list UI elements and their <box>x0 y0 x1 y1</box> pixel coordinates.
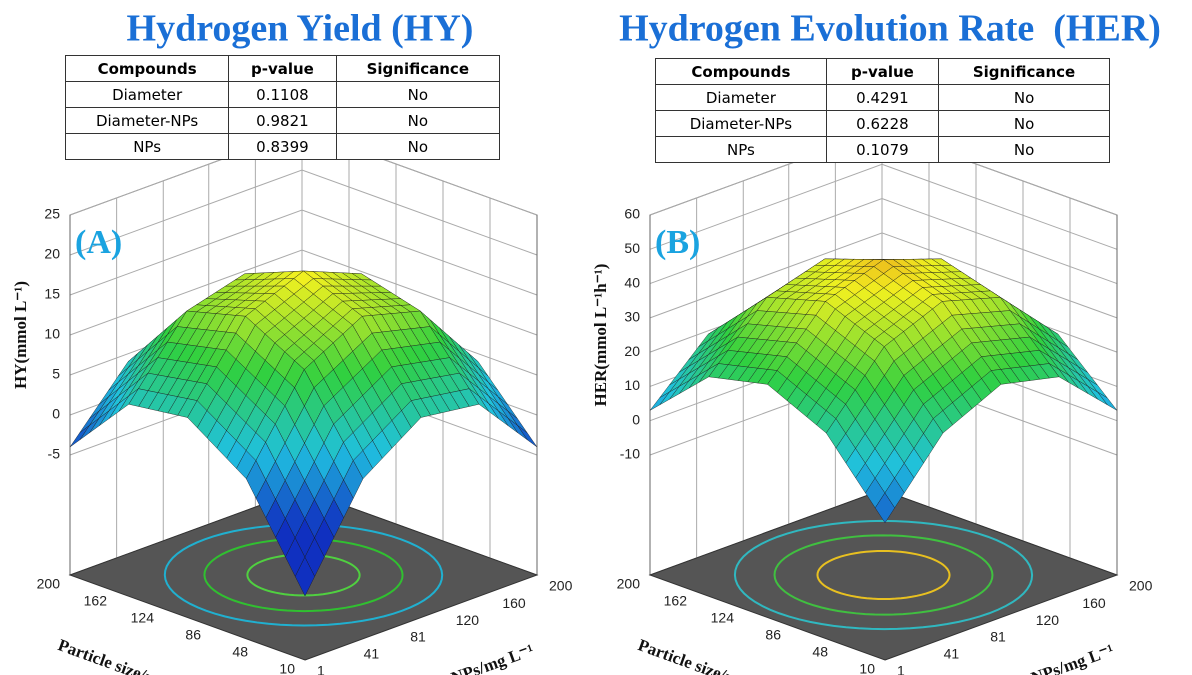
table-cell: Diameter <box>655 84 827 111</box>
table-cell: Diameter-NPs <box>64 107 230 134</box>
significance-table: Compounds p-value Significance Diameter 0.42… <box>655 58 1110 163</box>
z-tick-label: 10 <box>624 377 640 393</box>
z-axis-label: HER(mmol L⁻¹h⁻¹) <box>591 264 610 407</box>
table-cell: 0.8399 <box>228 133 337 160</box>
x-axis-label: NPs/mg L⁻¹ <box>449 640 537 675</box>
z-tick-label: 25 <box>44 206 60 222</box>
table-row: Diameter 0.1108 No <box>64 81 501 108</box>
table-cell: NPs <box>655 136 827 163</box>
table-cell: Diameter <box>64 81 230 108</box>
table-cell: 0.1108 <box>228 81 337 108</box>
table-cell: 0.9821 <box>228 107 337 134</box>
z-tick-label: 5 <box>52 366 60 382</box>
z-axis-label: HY(mmol L⁻¹) <box>11 281 30 389</box>
panel-label: (A) <box>75 224 122 261</box>
y-tick-label: 162 <box>84 593 108 609</box>
table-cell: Compounds <box>64 55 230 82</box>
z-tick-label: 30 <box>624 309 640 325</box>
y-tick-label: 48 <box>232 644 248 660</box>
table-cell: p-value <box>825 58 940 85</box>
x-tick-label: 120 <box>456 612 480 628</box>
x-tick-label: 41 <box>944 646 960 662</box>
table-cell: p-value <box>228 55 337 82</box>
y-tick-label: 86 <box>765 627 781 643</box>
contour <box>816 549 951 601</box>
table-cell: Compounds <box>655 58 827 85</box>
table-cell: Significance <box>335 55 501 82</box>
table-cell: 0.4291 <box>825 84 940 111</box>
significance-table: Compounds p-value Significance Diameter 0.11… <box>64 55 501 160</box>
y-tick-label: 200 <box>37 576 61 592</box>
table-cell: Diameter-NPs <box>655 110 827 137</box>
table-cell: NPs <box>64 133 230 160</box>
contour <box>773 534 994 616</box>
table-cell: 0.6228 <box>825 110 940 137</box>
x-tick-label: 1 <box>317 663 325 675</box>
y-tick-label: 86 <box>185 627 201 643</box>
x-tick-label: 41 <box>364 646 380 662</box>
table-cell: 0.1079 <box>825 136 940 163</box>
x-axis-label: NPs/mg L⁻¹ <box>1029 640 1117 675</box>
x-tick-label: 160 <box>1082 595 1106 611</box>
table-cell: No <box>335 107 501 134</box>
x-tick-label: 81 <box>990 629 1006 645</box>
panel-label: (B) <box>655 224 700 261</box>
x-tick-label: 200 <box>549 578 573 594</box>
y-tick-label: 10 <box>279 661 295 675</box>
table-cell: No <box>938 84 1110 111</box>
y-tick-label: 124 <box>131 610 155 626</box>
table-row: Diameter-NPs 0.6228 No <box>655 110 1110 137</box>
table-cell: No <box>335 81 501 108</box>
contour <box>163 523 444 627</box>
z-tick-label: 20 <box>624 343 640 359</box>
y-axis-label: Particle size/nm <box>55 635 170 675</box>
z-tick-label: 0 <box>52 406 60 422</box>
y-axis-label: Particle size/nm <box>635 635 750 675</box>
x-tick-label: 200 <box>1129 578 1153 594</box>
table-row: Compounds p-value Significance <box>64 55 501 82</box>
table-row: Diameter-NPs 0.9821 No <box>64 107 501 134</box>
table-row: Compounds p-value Significance <box>655 58 1110 85</box>
surface-patch <box>294 556 315 597</box>
x-tick-label: 160 <box>502 595 526 611</box>
panel-title: Hydrogen Evolution Rate (HER) <box>619 8 1161 50</box>
z-tick-label: 50 <box>624 240 640 256</box>
table-row: NPs 0.8399 No <box>64 133 501 160</box>
panel-title: Hydrogen Yield (HY) <box>127 8 474 50</box>
z-tick-label: 15 <box>44 286 60 302</box>
y-tick-label: 10 <box>859 661 875 675</box>
y-tick-label: 200 <box>617 576 641 592</box>
y-tick-label: 48 <box>812 644 828 660</box>
z-tick-label: -5 <box>48 446 61 462</box>
surface-patch <box>874 492 895 524</box>
table-row: NPs 0.1079 No <box>655 136 1110 163</box>
y-tick-label: 124 <box>711 610 735 626</box>
table-cell: No <box>938 110 1110 137</box>
table-cell: No <box>335 133 501 160</box>
x-tick-label: 81 <box>410 629 426 645</box>
z-tick-label: 40 <box>624 274 640 290</box>
table-cell: Significance <box>938 58 1110 85</box>
table-row: Diameter 0.4291 No <box>655 84 1110 111</box>
z-tick-label: 60 <box>624 206 640 222</box>
z-tick-label: -10 <box>620 446 640 462</box>
z-tick-label: 0 <box>632 411 640 427</box>
x-tick-label: 120 <box>1036 612 1060 628</box>
y-tick-label: 162 <box>664 593 688 609</box>
contour <box>733 519 1034 631</box>
z-tick-label: 20 <box>44 246 60 262</box>
z-tick-label: 10 <box>44 326 60 342</box>
table-cell: No <box>938 136 1110 163</box>
x-tick-label: 1 <box>897 663 905 675</box>
